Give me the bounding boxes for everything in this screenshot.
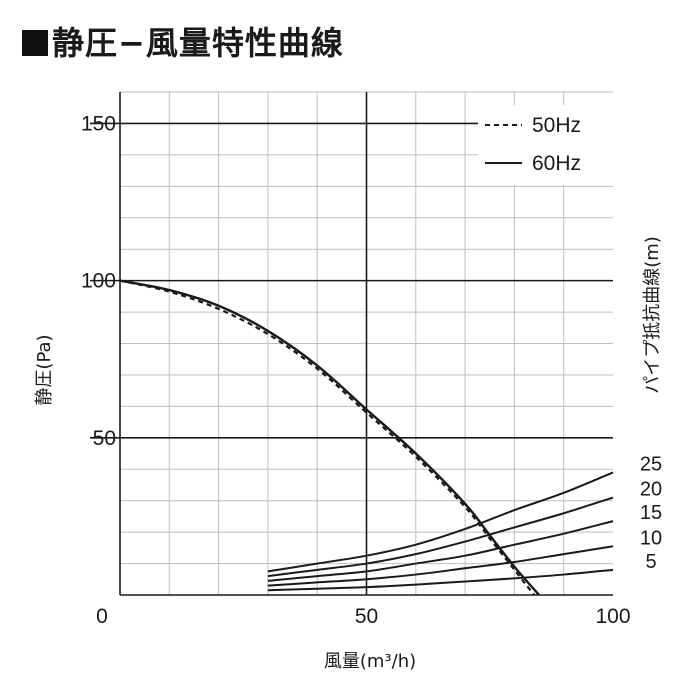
pipe-curve-label-5: 5 — [645, 551, 656, 573]
x-tick-label: 50 — [355, 605, 378, 628]
y-tick-label: 100 — [81, 270, 116, 293]
pipe-resistance-curve-25 — [267, 471, 614, 573]
x-tick-label: 0 — [96, 605, 108, 628]
chart-title-text: 静圧−風量特性曲線 — [52, 24, 344, 62]
y-tick-label: 150 — [81, 112, 116, 135]
legend-background — [478, 105, 618, 185]
series-line-60Hz — [119, 279, 540, 596]
y-axis-label: 静圧(Pa) — [34, 334, 55, 405]
chart-title: 静圧−風量特性曲線 — [22, 18, 344, 64]
pipe-resistance-curve-15 — [267, 520, 614, 582]
legend-label-50hz: 50Hz — [532, 114, 581, 137]
x-tick-label: 100 — [595, 605, 630, 628]
pipe-curve-label-15: 15 — [640, 502, 662, 524]
legend-label-60hz: 60Hz — [532, 152, 581, 175]
series-line-50Hz — [119, 279, 535, 596]
y-tick-label: 50 — [93, 427, 116, 450]
title-square-icon — [22, 30, 48, 56]
pipe-curve-label-25: 25 — [640, 453, 662, 475]
grid-layer — [90, 91, 613, 596]
x-axis-label: 風量(m³/h) — [324, 651, 416, 672]
pipe-resistance-curve-5 — [267, 568, 614, 592]
pipe-curve-label-10: 10 — [640, 527, 662, 549]
curve-layer — [119, 279, 614, 596]
pipe-curve-label-20: 20 — [640, 479, 662, 501]
pipe-resistance-curve-10 — [267, 545, 614, 587]
legend: 50Hz 60Hz — [478, 105, 618, 185]
right-axis-label: パイプ抵抗曲線(m) — [642, 236, 663, 394]
pipe-resistance-curve-20 — [267, 496, 614, 578]
